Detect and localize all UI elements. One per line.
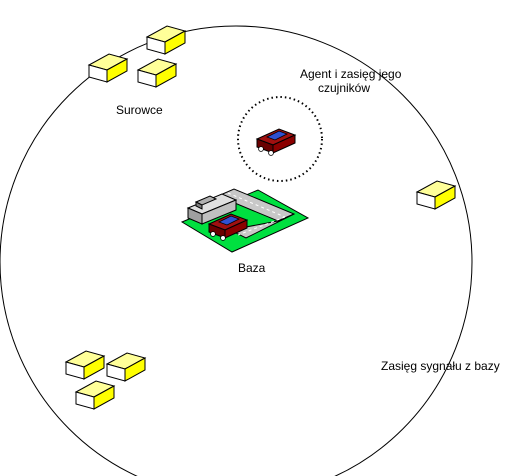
resources-label: Surowce <box>116 103 163 117</box>
crate-icon <box>146 25 186 55</box>
crate-icon <box>137 58 177 88</box>
crate-icon <box>88 53 128 83</box>
crate-icon <box>106 352 146 382</box>
agent-label-line1: Agent i zasięg jego <box>300 67 402 81</box>
sensor-range-circle <box>237 96 323 182</box>
crate-icon <box>416 180 456 210</box>
base-label: Baza <box>238 261 266 275</box>
car-icon <box>256 128 296 156</box>
agent-label-line2: czujników <box>318 81 370 95</box>
signal-range-label: Zasięg sygnału z bazy <box>381 359 500 373</box>
signal-range-circle <box>0 25 473 476</box>
crate-icon <box>65 350 105 380</box>
crate-icon <box>75 380 115 410</box>
